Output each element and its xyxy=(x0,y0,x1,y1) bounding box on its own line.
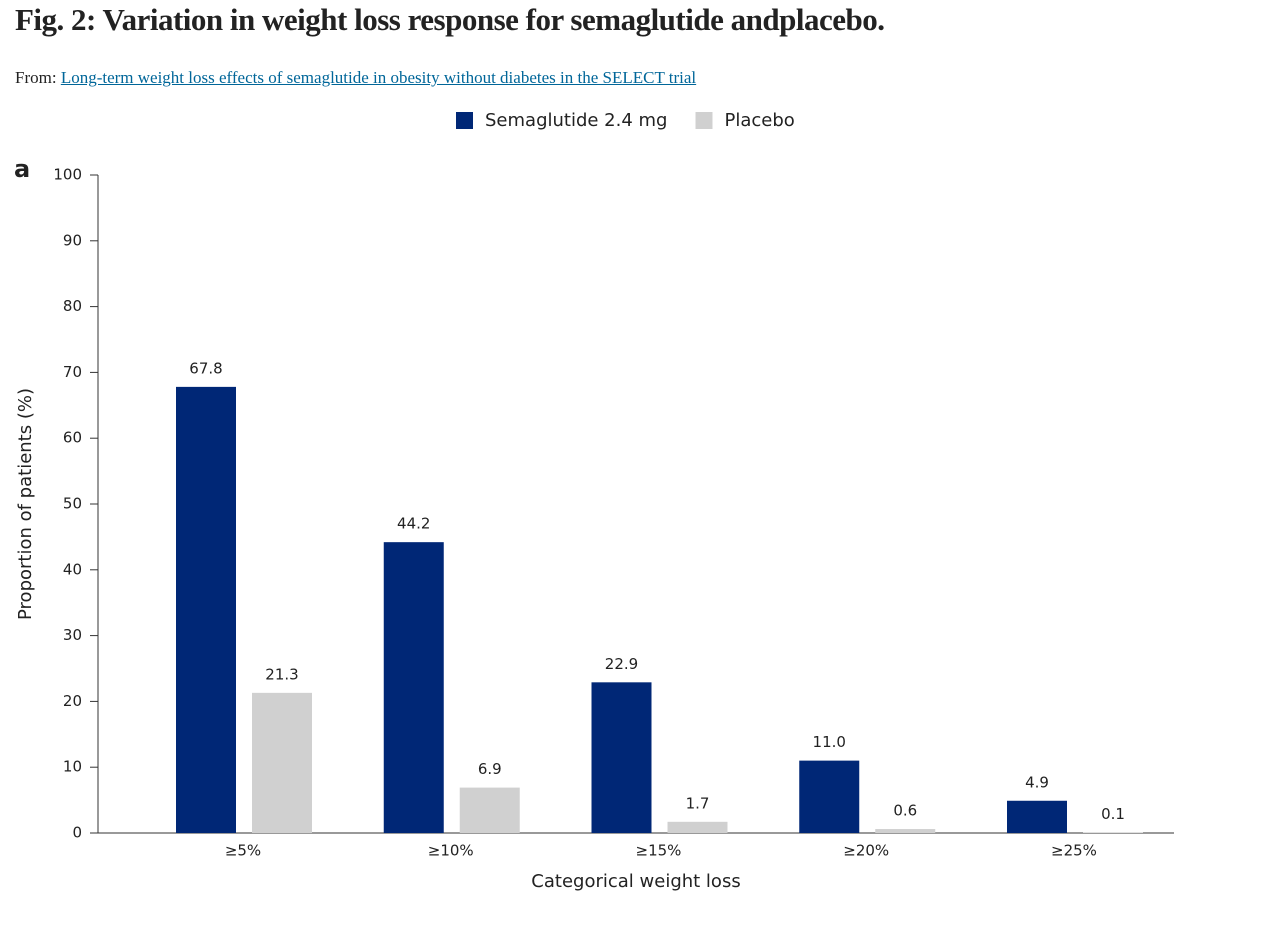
value-label: 1.7 xyxy=(686,794,710,812)
x-tick-label: ≥5% xyxy=(225,842,261,860)
value-label: 22.9 xyxy=(605,655,638,673)
bar xyxy=(799,760,860,833)
y-tick-label: 100 xyxy=(53,166,82,184)
source-line: From: Long-term weight loss effects of s… xyxy=(15,68,696,88)
y-tick-label: 20 xyxy=(63,692,82,710)
bar xyxy=(591,682,652,833)
y-tick-label: 70 xyxy=(63,363,82,381)
x-tick-label: ≥25% xyxy=(1051,842,1097,860)
x-tick-label: ≥10% xyxy=(428,842,474,860)
y-tick-label: 50 xyxy=(63,495,82,513)
legend-swatch xyxy=(695,112,713,129)
x-tick-label: ≥15% xyxy=(636,842,682,860)
value-label: 0.6 xyxy=(893,802,917,820)
value-label: 67.8 xyxy=(189,359,222,377)
bar xyxy=(1083,832,1143,833)
y-tick-label: 30 xyxy=(63,626,82,644)
legend-swatch xyxy=(456,112,473,129)
y-tick-label: 80 xyxy=(63,297,82,315)
value-label: 4.9 xyxy=(1025,773,1049,791)
value-label: 21.3 xyxy=(265,665,298,683)
bar xyxy=(667,821,728,833)
legend-label: Semaglutide 2.4 mg xyxy=(485,110,668,131)
y-tick-label: 40 xyxy=(63,560,82,578)
source-prefix: From: xyxy=(15,68,57,87)
legend-label: Placebo xyxy=(725,110,795,131)
bar xyxy=(252,692,312,833)
bar xyxy=(1007,800,1067,833)
bar xyxy=(459,787,520,833)
bar xyxy=(176,386,236,833)
value-label: 44.2 xyxy=(397,515,430,533)
y-tick-label: 10 xyxy=(63,758,82,776)
bar xyxy=(383,542,444,833)
panel-label: a xyxy=(14,155,30,183)
value-label: 11.0 xyxy=(813,733,846,751)
value-label: 6.9 xyxy=(478,760,502,778)
y-axis-label: Proportion of patients (%) xyxy=(15,388,36,620)
x-tick-label: ≥20% xyxy=(843,842,889,860)
x-axis-label: Categorical weight loss xyxy=(531,871,740,892)
source-link[interactable]: Long-term weight loss effects of semaglu… xyxy=(60,68,697,87)
bar xyxy=(875,829,936,833)
y-tick-label: 0 xyxy=(72,824,82,842)
y-tick-label: 90 xyxy=(63,231,82,249)
figure-title: Fig. 2: Variation in weight loss respons… xyxy=(15,2,885,37)
value-label: 0.1 xyxy=(1101,805,1125,823)
y-tick-label: 60 xyxy=(63,429,82,447)
